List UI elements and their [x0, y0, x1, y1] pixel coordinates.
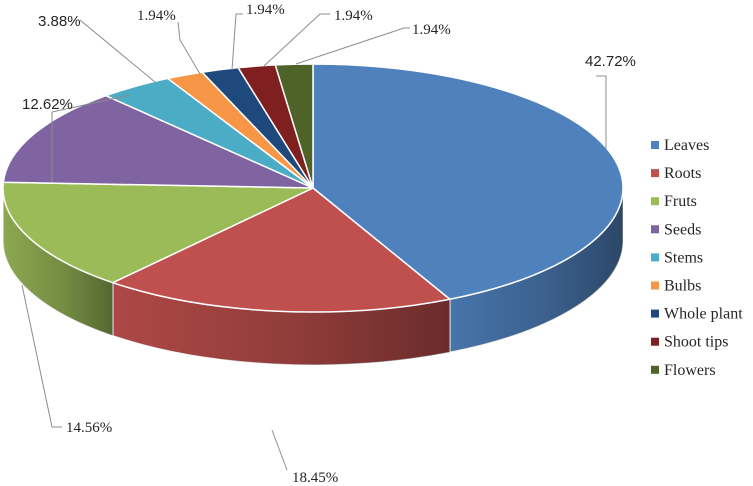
data-label-fruts: 14.56%: [66, 420, 112, 436]
leader-line-leaves: [596, 75, 607, 150]
legend-swatch-roots: [651, 169, 659, 178]
leader-line-whole-plant: [231, 13, 243, 71]
slice-roots: [112, 187, 451, 313]
legend-item-flowers: Flowers: [651, 362, 716, 379]
side-shade-fruts: [3, 188, 113, 336]
data-label-leaves: 42.72%: [585, 53, 636, 70]
leader-line-flowers: [295, 27, 410, 65]
data-label-shoot-tips: 1.94%: [334, 8, 373, 24]
legend-swatch-leaves: [651, 141, 659, 149]
data-label-stems: 3.88%: [38, 13, 81, 30]
legend-swatch-shoot-tips: [651, 337, 659, 346]
leader-line-shoot-tips: [263, 13, 330, 67]
data-label-seeds: 12.62%: [22, 96, 73, 113]
legend-item-bulbs: Bulbs: [651, 278, 701, 295]
data-label-whole-plant: 1.94%: [246, 2, 285, 18]
legend: Leaves Roots Fruts Seeds Stems Bulbs Whole pla…: [651, 137, 743, 379]
pie-slices: [2, 63, 624, 313]
legend-swatch-stems: [651, 253, 659, 262]
side-shade-leaves: [449, 188, 623, 353]
data-label-roots: 18.45%: [292, 470, 338, 486]
legend-label-roots: Roots: [664, 165, 701, 182]
leader-line-roots: [271, 429, 288, 471]
legend-item-stems: Stems: [651, 249, 703, 266]
slice-leaves: [312, 63, 624, 301]
slice-flowers: [274, 63, 314, 189]
legend-swatch-seeds: [651, 225, 659, 234]
legend-label-fruts: Fruts: [664, 193, 697, 210]
legend-label-shoot-tips: Shoot tips: [664, 334, 728, 351]
legend-item-whole-plant: Whole plant: [651, 306, 743, 323]
legend-swatch-flowers: [651, 365, 659, 374]
legend-item-roots: Roots: [651, 165, 701, 182]
slice-seeds: [2, 94, 314, 189]
leader-line-bulbs: [177, 21, 201, 75]
legend-item-seeds: Seeds: [651, 221, 701, 238]
legend-swatch-whole-plant: [651, 309, 659, 318]
legend-label-seeds: Seeds: [664, 221, 701, 238]
slice-fruts: [2, 181, 314, 284]
legend-label-stems: Stems: [664, 249, 703, 266]
leader-line-fruts: [21, 284, 62, 428]
data-label-flowers: 1.94%: [412, 22, 451, 38]
leader-line-seeds: [51, 94, 131, 182]
legend-swatch-bulbs: [651, 281, 659, 290]
legend-label-whole-plant: Whole plant: [664, 306, 743, 323]
leader-line-stems: [79, 19, 156, 83]
legend-label-bulbs: Bulbs: [664, 278, 701, 295]
legend-item-leaves: Leaves: [651, 137, 709, 154]
legend-label-flowers: Flowers: [664, 362, 716, 379]
legend-swatch-fruts: [651, 197, 659, 206]
legend-item-fruts: Fruts: [651, 193, 697, 210]
data-labels: 42.72% 18.45% 14.56% 12.62% 3.88% 1.94% 1.94% 1…: [21, 2, 636, 486]
data-label-bulbs: 1.94%: [137, 8, 176, 24]
legend-label-leaves: Leaves: [664, 137, 709, 154]
legend-item-shoot-tips: Shoot tips: [651, 334, 728, 351]
